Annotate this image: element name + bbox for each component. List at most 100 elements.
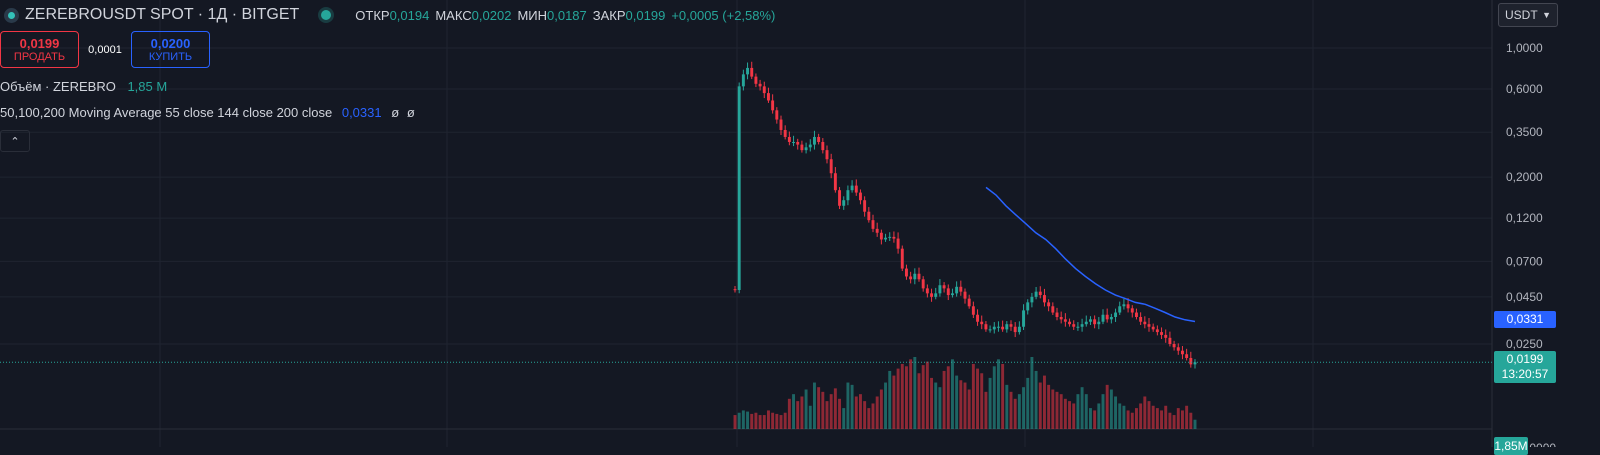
candle-body-15 [796,141,800,145]
volume-bar-74 [1042,375,1046,429]
candle-body-88 [1101,314,1105,322]
volume-bar-26 [842,408,846,429]
volume-bar-110 [1193,419,1197,429]
candle-body-63 [996,326,1000,328]
candle-body-1 [737,86,741,291]
candle-body-66 [1009,324,1013,327]
volume-bar-78 [1059,394,1063,429]
volume-bar-1 [737,412,741,429]
spread-value: 0,0001 [88,43,122,56]
volume-bar-69 [1022,387,1026,429]
candle-body-30 [858,192,862,201]
sell-label: ПРОДАТЬ [13,51,66,63]
volume-bar-65 [1005,384,1009,429]
volume-legend[interactable]: Объём · ZEREBRO 1,85 M [0,79,167,94]
volume-bar-18 [808,405,812,429]
candle-body-27 [846,190,850,201]
candle-body-59 [980,321,984,325]
candle-body-103 [1164,334,1168,338]
moving-average-legend[interactable]: 50,100,200 Moving Average 55 close 144 c… [0,105,415,120]
candle-body-35 [879,232,883,240]
volume-bar-39 [896,368,900,429]
candle-body-76 [1051,306,1055,313]
candle-body-70 [1026,302,1030,311]
ma-legend-empty-1: ø [391,105,400,120]
candle-body-75 [1047,302,1051,307]
volume-bar-106 [1176,408,1180,429]
candle-body-19 [812,136,816,145]
candle-body-77 [1055,312,1059,318]
volume-bar-0 [733,415,737,429]
candle-body-40 [900,248,904,269]
trade-panel: 0,0199 ПРОДАТЬ 0,0001 0,0200 КУПИТЬ [0,31,210,68]
volume-bar-82 [1076,394,1080,429]
volume-bar-103 [1164,405,1168,429]
currency-select[interactable]: USDT ▼ [1498,3,1558,27]
candle-body-72 [1034,291,1038,297]
volume-bar-16 [800,396,804,429]
volume-bar-15 [796,401,800,429]
volume-legend-value: 1,85 M [127,79,168,94]
sell-button[interactable]: 0,0199 ПРОДАТЬ [0,31,79,68]
volume-bar-83 [1080,387,1084,429]
candle-body-18 [808,144,812,148]
volume-bar-76 [1051,389,1055,429]
volume-bar-68 [1017,394,1021,429]
candle-body-57 [971,306,975,315]
volume-bar-47 [930,377,934,429]
change-value: +0,0005 (+2,58%) [671,7,776,23]
candle-body-17 [804,147,808,151]
candle-body-24 [833,173,837,191]
volume-bar-56 [967,389,971,429]
volume-bar-100 [1151,405,1155,429]
moving-average-line [985,186,1196,323]
candle-body-45 [921,279,925,289]
ma-price-badge: 0,0331 [1494,311,1556,328]
candle-body-102 [1160,332,1164,335]
price-tick-label-4: 0,1200 [1506,211,1543,225]
volume-bar-79 [1063,398,1067,429]
candle-body-42 [909,276,913,280]
volume-bar-97 [1139,403,1143,429]
low-value: 0,0187 [547,7,587,23]
ma-price-badge-text: 0,0331 [1506,312,1544,326]
candle-body-60 [984,324,988,330]
volume-bar-5 [754,412,758,429]
volume-bar-21 [821,391,825,429]
bar-countdown: 13:20:57 [1501,367,1549,381]
volume-bar-33 [871,403,875,429]
candle-body-69 [1022,310,1026,327]
volume-bar-14 [792,394,796,429]
buy-button[interactable]: 0,0200 КУПИТЬ [131,31,210,68]
candle-body-7 [762,86,766,94]
candle-body-83 [1080,324,1084,327]
symbol-title[interactable]: ZEREBROUSDT SPOT · 1Д · BITGET [25,6,300,23]
volume-badge-text: 1,85M [1494,439,1528,453]
candle-body-89 [1105,314,1109,320]
candle-body-79 [1063,319,1067,322]
candle-body-97 [1139,317,1143,322]
volume-bar-9 [771,412,775,429]
chevron-down-icon: ▼ [1542,10,1551,20]
candle-body-67 [1013,326,1017,333]
candle-body-99 [1147,324,1151,327]
candle-body-52 [950,293,954,296]
volume-bar-64 [1001,363,1005,429]
candle-body-98 [1143,321,1147,325]
candle-body-101 [1155,329,1159,333]
candle-body-107 [1180,350,1184,355]
candle-body-9 [771,100,775,111]
price-tick-label-2: 0,3500 [1506,125,1543,139]
volume-bar-48 [934,382,938,429]
price-tick-label-bottom: 100,0000 [1506,441,1556,447]
volume-bar-86 [1093,410,1097,429]
volume-bar-27 [846,382,850,429]
candle-body-80 [1068,321,1072,325]
candle-body-16 [800,144,804,151]
ma-legend-title: 50,100,200 Moving Average 55 close 144 c… [0,105,333,120]
volume-bar-89 [1105,384,1109,429]
candle-body-33 [871,220,875,229]
collapse-legend-button[interactable]: ⌃ [0,130,30,152]
volume-bar-20 [817,387,821,429]
